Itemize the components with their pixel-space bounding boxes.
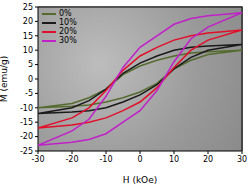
svg-text:30: 30 — [237, 155, 243, 164]
svg-text:-15: -15 — [20, 118, 33, 127]
svg-text:10: 10 — [23, 46, 33, 55]
svg-text:-10: -10 — [20, 104, 33, 113]
svg-text:25: 25 — [23, 3, 33, 12]
svg-text:0: 0 — [28, 75, 33, 84]
svg-text:20: 20 — [23, 17, 33, 26]
svg-text:-25: -25 — [20, 147, 33, 156]
svg-text:-10: -10 — [99, 155, 112, 164]
svg-text:-20: -20 — [20, 132, 33, 141]
html-text:0%: 0% — [59, 9, 72, 18]
svg-text:10: 10 — [169, 155, 179, 164]
svg-text:-20: -20 — [65, 155, 78, 164]
html-text:20%: 20% — [59, 27, 77, 36]
svg-text:-5: -5 — [25, 89, 33, 98]
svg-text:H (kOe): H (kOe) — [123, 175, 157, 185]
html-text:10%: 10% — [59, 18, 77, 27]
svg-text:5: 5 — [28, 60, 33, 69]
svg-text:-30: -30 — [31, 155, 44, 164]
svg-text:M (emu/g): M (emu/g) — [8, 56, 9, 102]
html-text:30%: 30% — [59, 36, 77, 45]
svg-text:0: 0 — [137, 155, 142, 164]
svg-text:15: 15 — [23, 32, 33, 41]
svg-text:20: 20 — [203, 155, 213, 164]
